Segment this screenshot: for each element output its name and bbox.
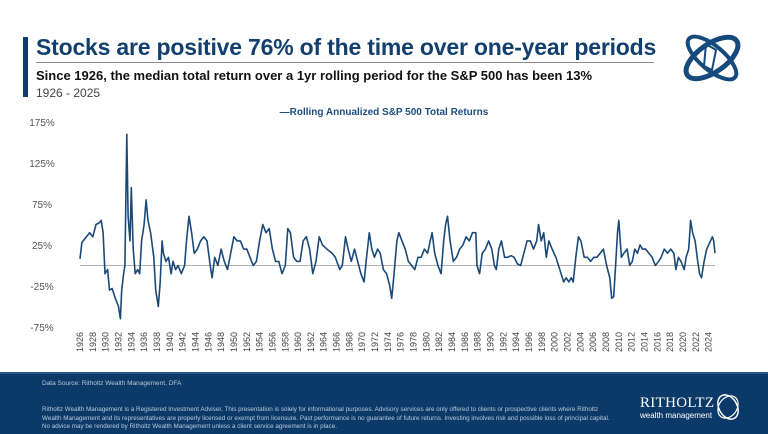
x-tick-label: 1982 bbox=[434, 332, 444, 352]
x-tick-label: 1974 bbox=[383, 332, 393, 352]
disclaimer: Ritholtz Wealth Management is a Register… bbox=[42, 406, 610, 430]
x-tick-label: 1956 bbox=[267, 332, 277, 352]
x-tick-label: 1960 bbox=[293, 332, 303, 352]
logo-name: RITHOLTZ bbox=[640, 395, 715, 411]
y-tick-label: 75% bbox=[32, 200, 52, 211]
x-tick-label: 1958 bbox=[280, 332, 290, 352]
x-tick-label: 1984 bbox=[447, 332, 457, 352]
x-tick-label: 2024 bbox=[704, 332, 714, 352]
x-tick-label: 1972 bbox=[370, 332, 380, 352]
x-tick-label: 1954 bbox=[255, 332, 265, 352]
x-tick-label: 2006 bbox=[588, 332, 598, 352]
y-tick-label: -75% bbox=[30, 323, 53, 334]
footer-globe-icon bbox=[717, 394, 739, 420]
x-tick-label: 1966 bbox=[332, 332, 342, 352]
x-tick-label: 2020 bbox=[678, 332, 688, 352]
x-tick-label: 2014 bbox=[639, 332, 649, 352]
x-tick-label: 2002 bbox=[562, 332, 572, 352]
x-tick-label: 1938 bbox=[152, 332, 162, 352]
x-tick-label: 1988 bbox=[473, 332, 483, 352]
x-tick-label: 1990 bbox=[486, 332, 496, 352]
y-tick-label: 25% bbox=[32, 241, 52, 252]
x-tick-label: 1998 bbox=[537, 332, 547, 352]
x-tick-label: 1928 bbox=[88, 332, 98, 352]
title-accent-bar bbox=[23, 37, 28, 97]
x-tick-label: 1952 bbox=[242, 332, 252, 352]
x-tick-label: 1996 bbox=[524, 332, 534, 352]
ritholtz-globe-logo-icon bbox=[683, 34, 741, 82]
date-range: 1926 - 2025 bbox=[36, 86, 101, 100]
x-tick-label: 1944 bbox=[190, 332, 200, 352]
series-line-rolling-returns bbox=[79, 133, 716, 320]
x-tick-label: 1936 bbox=[139, 332, 149, 352]
y-tick-label: 125% bbox=[29, 159, 55, 170]
x-tick-label: 1986 bbox=[460, 332, 470, 352]
x-tick-label: 2004 bbox=[575, 332, 585, 352]
x-tick-label: 1930 bbox=[101, 332, 111, 352]
x-tick-label: 2012 bbox=[627, 332, 637, 352]
x-tick-label: 1976 bbox=[396, 332, 406, 352]
x-tick-label: 1968 bbox=[344, 332, 354, 352]
x-tick-label: 2000 bbox=[550, 332, 560, 352]
x-tick-label: 1934 bbox=[126, 332, 136, 352]
x-tick-label: 1950 bbox=[229, 332, 239, 352]
chart-legend: —Rolling Annualized S&P 500 Total Return… bbox=[279, 107, 489, 118]
x-tick-label: 1980 bbox=[421, 332, 431, 352]
x-tick-label: 2010 bbox=[614, 332, 624, 352]
x-tick-label: 1964 bbox=[319, 332, 329, 352]
x-tick-label: 1978 bbox=[409, 332, 419, 352]
x-tick-label: 1926 bbox=[75, 332, 85, 352]
x-tick-label: 2018 bbox=[665, 332, 675, 352]
page-subtitle: Since 1926, the median total return over… bbox=[36, 68, 593, 83]
x-tick-label: 1992 bbox=[498, 332, 508, 352]
y-tick-label: 175% bbox=[29, 118, 55, 129]
x-tick-label: 1970 bbox=[357, 332, 367, 352]
footer: Data Source: Ritholtz Wealth Management,… bbox=[0, 372, 768, 434]
data-source: Data Source: Ritholtz Wealth Management,… bbox=[42, 380, 182, 387]
x-tick-label: 1946 bbox=[203, 332, 213, 352]
y-tick-label: -25% bbox=[30, 282, 53, 293]
title-divider bbox=[36, 62, 654, 63]
footer-logo: RITHOLTZ wealth management bbox=[640, 394, 739, 426]
page-title: Stocks are positive 76% of the time over… bbox=[36, 34, 657, 60]
x-tick-label: 1948 bbox=[216, 332, 226, 352]
x-tick-label: 2008 bbox=[601, 332, 611, 352]
line-chart: 175%125%75%25%-25%-75%1926 1928 1930 1932 19… bbox=[29, 118, 716, 352]
x-tick-label: 2022 bbox=[691, 332, 701, 352]
x-tick-label: 2016 bbox=[652, 332, 662, 352]
x-tick-label: 1932 bbox=[113, 332, 123, 352]
x-tick-label: 1994 bbox=[511, 332, 521, 352]
logo-sub: wealth management bbox=[640, 411, 713, 420]
x-tick-label: 1940 bbox=[165, 332, 175, 352]
x-tick-label: 1962 bbox=[306, 332, 316, 352]
x-tick-label: 1942 bbox=[178, 332, 188, 352]
